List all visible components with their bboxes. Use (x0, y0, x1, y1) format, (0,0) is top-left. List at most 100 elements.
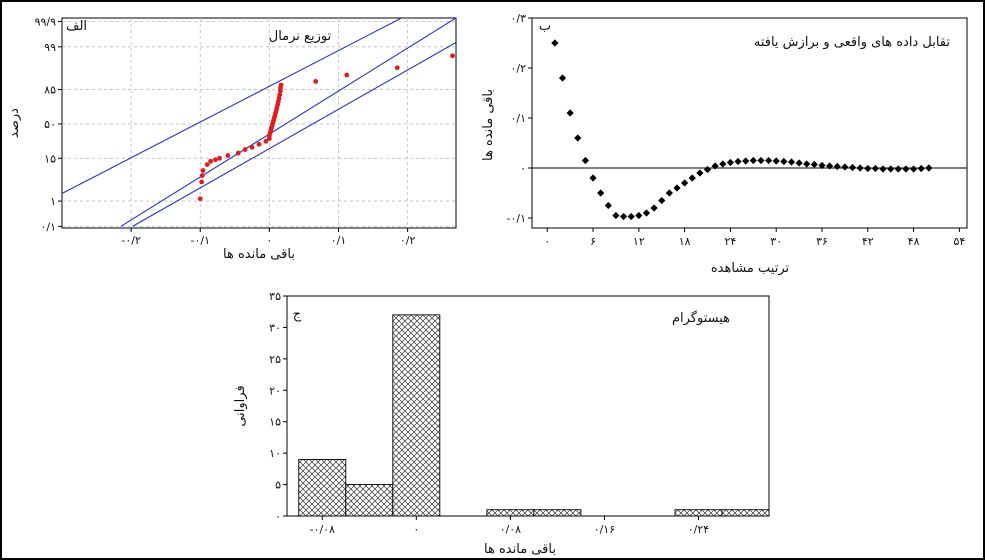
data-point (848, 163, 857, 172)
histogram-bar (345, 484, 394, 516)
plot-area-a (61, 17, 457, 229)
data-point (894, 165, 902, 173)
data-point (703, 165, 712, 174)
data-point (263, 138, 269, 144)
x-ticks-a: -۰/۲ -۰/۱ ۰ ۰/۱ ۰/۲ (121, 228, 415, 247)
x-tick-label: ۴۲ (862, 235, 874, 248)
x-tick-label: ۰ (544, 235, 550, 248)
grid-a (62, 18, 456, 228)
data-point (696, 169, 704, 177)
data-point (217, 155, 223, 161)
x-tick-label: ۱۸ (679, 235, 691, 248)
y-tick-label: ۰/۳ (510, 12, 526, 25)
y-tick-label: ۵ (275, 479, 281, 492)
y-tick-label: ۰ (520, 162, 526, 175)
data-point (642, 209, 651, 217)
x-axis-label-c: باقی مانده ها (484, 542, 556, 557)
data-point (719, 160, 727, 168)
y-tick-label: ۰/۲ (510, 62, 526, 75)
data-point (787, 158, 796, 166)
x-ticks-b: ۰ ۶ ۱۲ ۱۸ ۲۴ ۳۰ ۳۶ ۴۲ ۴۸ ۵۴ (544, 228, 965, 248)
data-point (757, 156, 765, 165)
data-point (242, 147, 248, 152)
data-point (742, 157, 750, 165)
panel-tag-c: ج (293, 307, 302, 322)
data-point (764, 156, 773, 165)
x-tick-label: ۰/۱۶ (594, 523, 615, 536)
data-point (810, 160, 818, 169)
data-point (887, 165, 895, 173)
points-b (551, 39, 933, 221)
data-point (344, 72, 350, 78)
y-axis-label-a: درصد (7, 108, 22, 138)
data-point (597, 189, 605, 197)
y-tick-label: ۰ (275, 510, 281, 523)
histogram-bar (486, 509, 535, 516)
data-point (818, 161, 826, 170)
data-point (772, 157, 780, 165)
y-tick-label: ۱۵ (269, 416, 281, 429)
data-point (749, 156, 757, 165)
x-tick-label: ۶ (590, 235, 596, 248)
chart-title-c: هیستوگرام (672, 310, 730, 326)
data-point (612, 211, 620, 220)
data-point (917, 164, 925, 173)
histogram-bar (674, 509, 723, 516)
fit-line-fit (120, 18, 456, 227)
y-axis-label-c: فراوانی (233, 385, 248, 426)
data-point (278, 82, 284, 88)
data-point (688, 174, 696, 182)
data-point (780, 157, 788, 166)
data-point (225, 153, 231, 158)
y-ticks-c: ۰ ۵ ۱۰ ۱۵ ۲۰ ۲۵ ۳۰ ۳۵ (269, 290, 287, 523)
data-point (208, 158, 214, 164)
data-point (833, 162, 841, 171)
data-point (627, 212, 635, 221)
y-tick-label: -۰/۱ (507, 212, 527, 225)
data-point (581, 156, 590, 165)
y-ticks-a: ۰/۱ ۱ ۱۵ ۵۰ ۸۵ ۹۹ ۹۹/۹ (35, 15, 62, 233)
data-point (249, 144, 255, 150)
x-axis-label-b: ترتیب مشاهده (711, 261, 790, 276)
data-point (909, 165, 918, 173)
y-tick-label: ۲۵ (269, 353, 281, 366)
data-point (864, 164, 872, 173)
plot-area-b (531, 17, 968, 229)
data-point (826, 162, 834, 170)
chart-title-a: توزیع نرمال (269, 29, 332, 44)
x-axis-label-a: باقی مانده ها (223, 247, 295, 262)
x-tick-label: -۰/۰۸ (310, 523, 335, 536)
data-point (256, 141, 262, 147)
x-tick-label: ۵۴ (953, 235, 965, 248)
x-tick-label: ۰/۱ (331, 234, 347, 247)
data-point (450, 53, 455, 59)
data-point (856, 164, 864, 172)
panel-histogram: -۰/۰۸ ۰ ۰/۰۸ ۰/۱۶ ۰/۲۴ ۰ ۵ ۱۰ ۱۵ ۲۰ ۲۵ ۳۰ ۳۵ هیستوگ… (233, 290, 770, 557)
histogram-bar (721, 509, 769, 516)
data-point (795, 159, 803, 167)
x-tick-label: ۰/۰۸ (500, 523, 522, 536)
x-tick-label: ۰/۲ (400, 234, 416, 247)
x-ticks-c: -۰/۰۸ ۰ ۰/۰۸ ۰/۱۶ ۰/۲۴ (310, 516, 710, 536)
data-point (658, 196, 666, 205)
data-point (650, 204, 658, 212)
x-tick-label: ۲۴ (725, 235, 737, 248)
y-tick-label: ۱۰ (269, 447, 281, 460)
y-tick-label: ۲۰ (269, 384, 281, 397)
data-point (604, 201, 612, 210)
y-tick-label: ۸۵ (44, 84, 56, 97)
data-point (841, 163, 849, 171)
y-axis-label-b: باقی مانده ها (481, 89, 496, 161)
data-point (199, 173, 205, 178)
data-point (566, 109, 574, 117)
data-point (711, 162, 719, 170)
data-point (197, 196, 203, 202)
x-tick-label: ۰/۲۴ (688, 523, 710, 536)
x-tick-label: ۱۲ (633, 235, 645, 248)
data-point (313, 79, 319, 84)
fit-lines-a (62, 18, 456, 227)
panel-tag-b: ب (539, 19, 551, 34)
histogram-bar (533, 509, 582, 516)
fit-line-lower (132, 41, 456, 227)
